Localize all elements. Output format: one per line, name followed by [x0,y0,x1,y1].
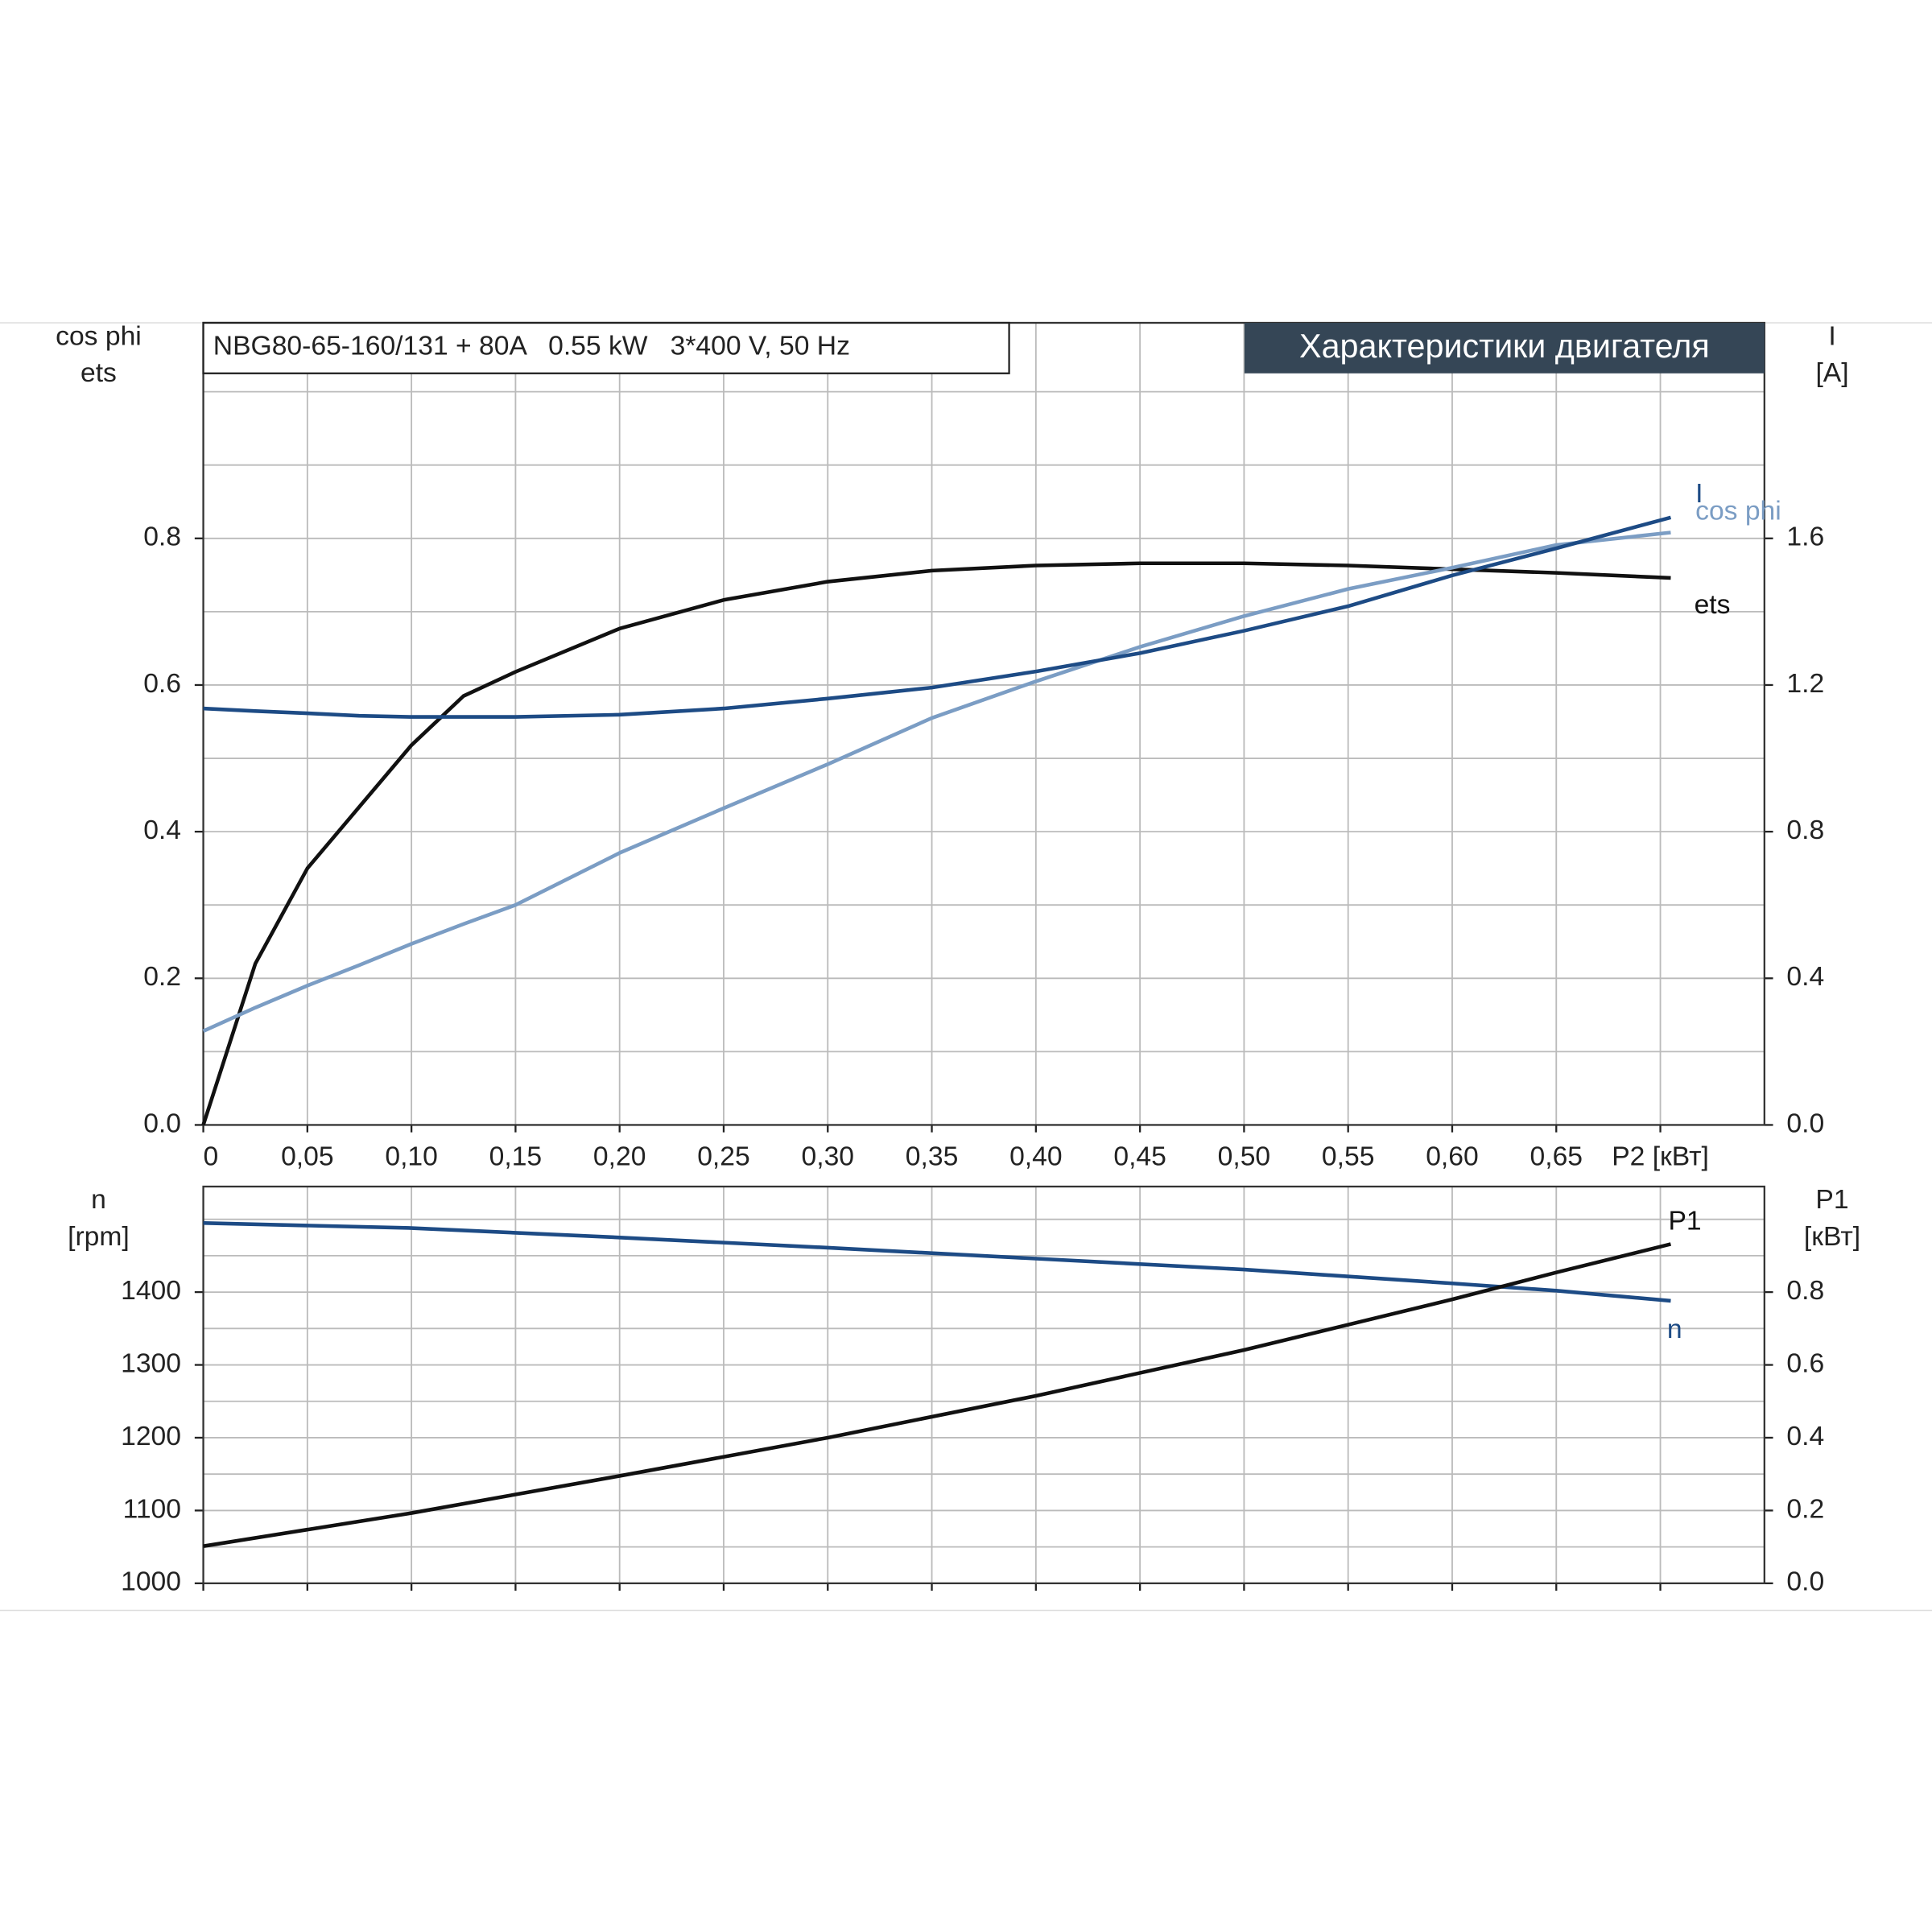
y2-tick-label: 0.8 [1786,815,1824,845]
x-tick-label: 0,15 [489,1142,543,1172]
y-axis-label: ets [80,358,117,388]
series-line [201,561,1671,1126]
series-line [203,515,1672,719]
plot-frame [202,1185,1765,1584]
x-tick-label: 0,30 [802,1142,855,1172]
x-tick-label: 0,20 [593,1142,646,1172]
x-tick-label: P2 [кВт] [1612,1142,1709,1172]
y2-axis-label: P1 [1815,1185,1848,1215]
series-label: P1 [1668,1206,1701,1236]
title-box [1244,323,1765,374]
x-tick-label: 0 [204,1142,219,1172]
y2-axis-label: I [1828,321,1835,351]
y-tick-label: 0.0 [143,1108,181,1138]
y-tick-label: 1300 [121,1348,181,1378]
y-tick-label: 0.8 [143,522,181,552]
chart-subtitle: NBG80-65-160/131 + 80A 0.55 kW 3*400 V, … [213,332,850,361]
chart-title: Характеристики двигателя [1299,328,1710,365]
x-tick-label: 0,10 [385,1142,438,1172]
x-tick-label: 0,35 [906,1142,959,1172]
series-label: I [1695,479,1703,509]
y-tick-label: 1100 [123,1494,181,1524]
y-axis-label: [rpm] [68,1222,130,1252]
y2-tick-label: 0.4 [1786,962,1824,992]
y-tick-label: 1200 [121,1422,181,1451]
y-axis-label: n [91,1185,106,1215]
y2-tick-label: 0.6 [1786,1348,1824,1378]
x-tick-label: 0,25 [697,1142,750,1172]
y-tick-label: 1000 [121,1567,181,1597]
y-tick-label: 0.2 [143,962,181,992]
x-tick-label: 0,60 [1426,1142,1479,1172]
y2-tick-label: 0.0 [1786,1567,1824,1597]
x-tick-label: 0,40 [1009,1142,1063,1172]
x-tick-label: 0,55 [1322,1142,1375,1172]
x-tick-label: 0,50 [1218,1142,1271,1172]
y2-tick-label: 0.4 [1786,1422,1824,1451]
y2-tick-label: 0.8 [1786,1276,1824,1306]
series-label: cos phi [1695,497,1781,526]
y2-axis-label: [A] [1815,358,1848,388]
y2-tick-label: 0.0 [1786,1108,1824,1138]
y-tick-label: 0.4 [143,815,181,845]
y-tick-label: 1400 [121,1276,181,1306]
series-line [203,1220,1671,1303]
y-axis-label: cos phi [56,321,142,351]
series-line [202,530,1671,1033]
series-line [203,1242,1672,1548]
series-label: n [1667,1315,1682,1344]
series-label: ets [1695,590,1731,620]
y-tick-label: 0.6 [143,669,181,699]
model-box [202,321,1010,374]
x-tick-label: 0,45 [1113,1142,1166,1172]
y2-axis-label: [кВт] [1804,1222,1860,1252]
x-tick-label: 0,65 [1530,1142,1583,1172]
y2-tick-label: 1.2 [1786,669,1824,699]
y2-tick-label: 1.6 [1786,522,1824,552]
x-tick-label: 0,05 [281,1142,334,1172]
y2-tick-label: 0.2 [1786,1494,1824,1524]
